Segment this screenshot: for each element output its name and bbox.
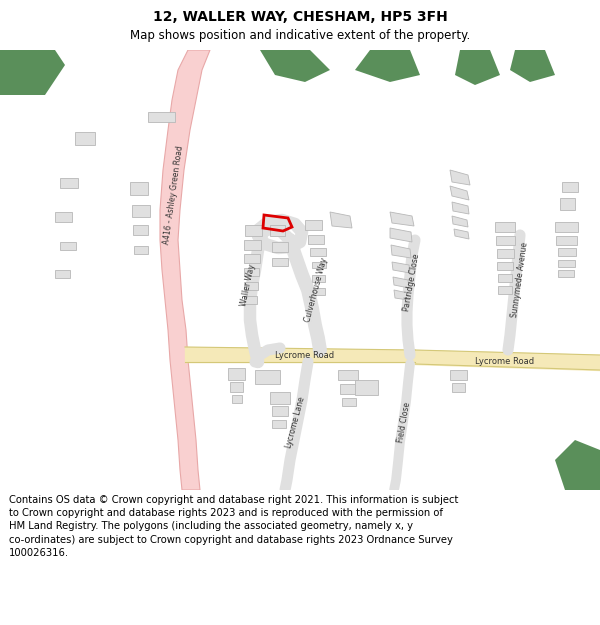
Polygon shape [555,222,578,232]
Polygon shape [496,236,515,245]
Polygon shape [134,246,148,254]
Polygon shape [562,182,578,192]
Polygon shape [454,229,469,239]
Polygon shape [232,395,242,403]
Polygon shape [392,262,410,273]
Polygon shape [450,186,469,200]
Polygon shape [558,260,575,267]
Polygon shape [132,205,150,217]
Polygon shape [60,242,76,250]
Polygon shape [244,268,259,276]
Polygon shape [60,178,78,188]
Text: Contains OS data © Crown copyright and database right 2021. This information is : Contains OS data © Crown copyright and d… [9,495,458,558]
Polygon shape [452,383,465,392]
Polygon shape [305,220,322,230]
Polygon shape [0,50,65,95]
Polygon shape [498,286,512,294]
Polygon shape [452,216,468,227]
Polygon shape [133,225,148,235]
Polygon shape [260,50,330,82]
Polygon shape [308,235,324,244]
Text: Waller Way: Waller Way [239,263,257,307]
Polygon shape [272,420,286,428]
Polygon shape [270,225,285,236]
Polygon shape [455,50,500,85]
Text: Lycrome Road: Lycrome Road [275,351,335,361]
Polygon shape [452,202,469,214]
Polygon shape [342,398,356,406]
Polygon shape [55,212,72,222]
Text: Partridge Close: Partridge Close [403,253,421,311]
Polygon shape [272,406,288,416]
Polygon shape [498,274,512,282]
Polygon shape [390,228,412,242]
Text: 12, WALLER WAY, CHESHAM, HP5 3FH: 12, WALLER WAY, CHESHAM, HP5 3FH [152,10,448,24]
Polygon shape [313,288,325,295]
Polygon shape [355,380,378,395]
Polygon shape [230,382,243,392]
Polygon shape [244,254,260,263]
Text: Culverhouse Way: Culverhouse Way [303,257,329,323]
Polygon shape [244,282,258,290]
Text: Sunnymede Avenue: Sunnymede Avenue [510,242,530,318]
Polygon shape [310,248,326,256]
Polygon shape [560,198,575,210]
Polygon shape [450,370,467,380]
Polygon shape [244,240,261,250]
Polygon shape [393,277,409,288]
Polygon shape [558,270,574,277]
Polygon shape [228,368,245,380]
Polygon shape [391,245,411,258]
Polygon shape [330,212,352,228]
Text: Map shows position and indicative extent of the property.: Map shows position and indicative extent… [130,29,470,42]
Polygon shape [556,236,577,245]
Polygon shape [510,50,555,82]
Polygon shape [390,212,414,226]
Polygon shape [340,384,357,394]
Polygon shape [558,248,576,256]
Polygon shape [394,290,408,300]
Polygon shape [244,296,257,304]
Polygon shape [312,262,326,268]
Polygon shape [497,262,513,270]
Polygon shape [312,275,325,282]
Polygon shape [272,242,288,252]
Polygon shape [338,370,358,380]
Polygon shape [450,170,470,185]
Polygon shape [255,370,280,384]
Polygon shape [495,222,515,232]
Text: Lycrome Road: Lycrome Road [475,357,535,366]
Polygon shape [355,50,420,82]
Polygon shape [272,258,288,266]
Polygon shape [75,132,95,145]
Polygon shape [160,50,210,490]
Polygon shape [55,270,70,278]
Text: Field Close: Field Close [396,401,412,443]
Polygon shape [497,249,514,258]
Polygon shape [270,392,290,404]
Text: Lycrome Lane: Lycrome Lane [284,396,306,449]
Text: A416 - Ashley Green Road: A416 - Ashley Green Road [161,145,184,245]
Polygon shape [130,182,148,195]
Polygon shape [245,225,262,236]
Polygon shape [555,440,600,490]
Polygon shape [148,112,175,122]
